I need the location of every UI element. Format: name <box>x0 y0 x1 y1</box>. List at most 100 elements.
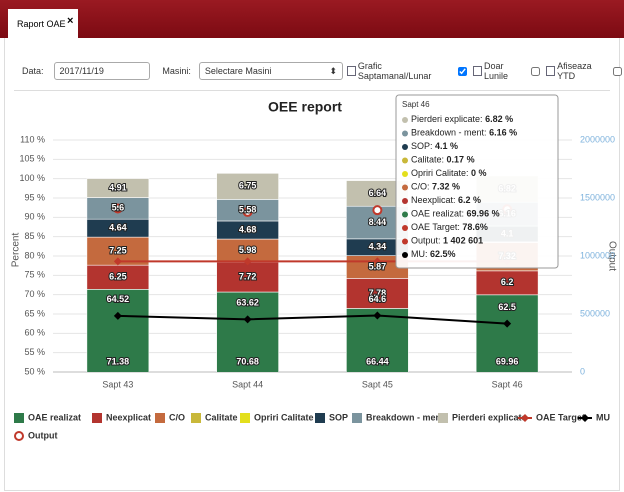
tooltip-label: Calitate: <box>411 155 444 165</box>
legend-label: Neexplicat <box>106 412 151 422</box>
legend-marker <box>581 414 589 422</box>
close-button[interactable]: × <box>67 15 74 27</box>
tooltip-dot <box>402 117 408 123</box>
line-marker <box>243 315 252 324</box>
x-tick-label: Sapt 43 <box>102 379 133 389</box>
tooltip-dot <box>402 144 408 150</box>
checkbox[interactable] <box>458 66 468 76</box>
tooltip-value: 0 % <box>471 168 487 178</box>
output-marker <box>242 206 253 217</box>
chart-title: OEE report <box>268 99 342 115</box>
tooltip-label: OAE Target: <box>411 222 460 232</box>
select-arrow: ⬍ <box>329 65 337 76</box>
tooltip-value: 7.32 % <box>432 182 460 192</box>
tooltip-dot <box>402 171 408 177</box>
tooltip-value: 0.17 % <box>447 155 475 165</box>
tooltip-label: Neexplicat: <box>411 195 456 205</box>
tooltip-value: 6.82 % <box>485 114 513 124</box>
separator <box>14 90 610 91</box>
y2-tick-label: 0 <box>580 366 585 376</box>
content-frame <box>4 38 620 491</box>
tooltip-item: OAE realizat: 69.96 % <box>411 209 500 219</box>
tooltip-item: C/O: 7.32 % <box>411 182 460 192</box>
tooltip-dot <box>402 238 408 245</box>
data-label: 6.2 <box>501 277 514 287</box>
legend-label: SOP <box>329 412 348 422</box>
data-label: 8.44 <box>369 217 387 227</box>
tab[interactable]: Raport OAE × <box>8 9 78 38</box>
top-bar: Raport OAE × <box>0 0 624 38</box>
x-tick-label: Sapt 44 <box>232 379 263 389</box>
y-tick-label: 105 % <box>19 154 45 164</box>
data-label: 69.96 <box>496 356 519 366</box>
y-tick-label: 55 % <box>24 347 45 357</box>
legend-label: Pierderi explicate <box>452 412 527 422</box>
line-marker <box>113 311 122 320</box>
y-tick-label: 65 % <box>24 308 45 318</box>
data-label: 64.52 <box>107 294 130 304</box>
y2-tick-label: 500000 <box>580 308 610 318</box>
legend-swatch <box>191 413 201 423</box>
legend-label: Output <box>28 430 58 440</box>
y2-tick-label: 1500000 <box>580 192 615 202</box>
data-label: 71.38 <box>107 356 130 366</box>
data-label: 6.75 <box>239 181 257 191</box>
legend-label: OAE Target <box>536 412 585 422</box>
y2-tick-label: 2000000 <box>580 134 615 144</box>
y-tick-label: 90 % <box>24 212 45 222</box>
y2-tick-label: 1000000 <box>580 250 615 260</box>
date-input[interactable]: 2017/11/19 <box>53 62 151 80</box>
legend-label: OAE realizat <box>28 412 81 422</box>
legend-swatch <box>438 413 448 423</box>
bar-segment <box>216 291 279 372</box>
filter-row: Data: 2017/11/19 Masini: Selectare Masin… <box>22 60 624 82</box>
y-tick-label: 50 % <box>24 366 45 376</box>
tooltip-value: 6.2 % <box>458 195 481 205</box>
tooltip-value: 69.96 % <box>467 209 500 219</box>
checkbox-label: Grafic Saptamanal/Lunar <box>357 61 432 81</box>
data-label: 7.25 <box>109 246 127 256</box>
date-label: Data: <box>22 66 44 76</box>
tooltip-item: Pierderi explicate: 6.82 % <box>411 114 513 124</box>
tooltip-dot <box>402 130 408 137</box>
y-tick-label: 95 % <box>24 192 45 202</box>
y-axis-title: Percent <box>11 233 22 268</box>
tooltip-title: Sapt 46 <box>402 100 430 109</box>
tooltip-label: OAE realizat: <box>411 209 464 219</box>
machines-value: Selectare Masini <box>204 66 272 76</box>
checkbox[interactable] <box>531 66 541 76</box>
tooltip-label: Output: <box>411 236 441 246</box>
data-label: 70.68 <box>236 356 259 366</box>
legend-marker <box>521 414 529 422</box>
data-label: 6.64 <box>369 188 387 198</box>
legend-label: Calitate <box>205 412 238 422</box>
tooltip-label: SOP: <box>411 141 433 151</box>
checkbox[interactable] <box>613 66 622 76</box>
tooltip-item: OAE Target: 78.6% <box>411 222 488 232</box>
tooltip-dot <box>402 184 408 191</box>
y-tick-label: 85 % <box>24 231 45 241</box>
tooltip-item: Calitate: 0.17 % <box>411 155 475 165</box>
data-label: 5.98 <box>239 245 257 255</box>
machines-select[interactable]: Selectare Masini ⬍ <box>198 62 343 80</box>
data-label: 5.58 <box>239 205 257 215</box>
data-label: 4.68 <box>239 224 257 234</box>
checkbox-label: Doar Lunile <box>484 61 509 81</box>
tooltip-value: 4.1 % <box>435 141 458 151</box>
output-marker <box>372 205 383 216</box>
data-label: 63.62 <box>236 298 259 308</box>
machines-label: Masini: <box>162 66 191 76</box>
checkbox-group: Grafic Saptamanal/Lunar Doar Lunile Afisea… <box>343 61 624 81</box>
line-marker <box>373 257 382 266</box>
data-label: 62.5 <box>498 302 516 312</box>
data-label: 4.34 <box>369 242 387 252</box>
data-label: 6.25 <box>109 272 127 282</box>
tooltip-item: Output: 1 402 601 <box>411 236 483 246</box>
icon <box>546 66 556 76</box>
legend-label: MU <box>596 412 610 422</box>
line-series <box>117 314 508 325</box>
data-label: 5.6 <box>112 203 125 213</box>
x-tick-label: Sapt 45 <box>362 379 393 389</box>
